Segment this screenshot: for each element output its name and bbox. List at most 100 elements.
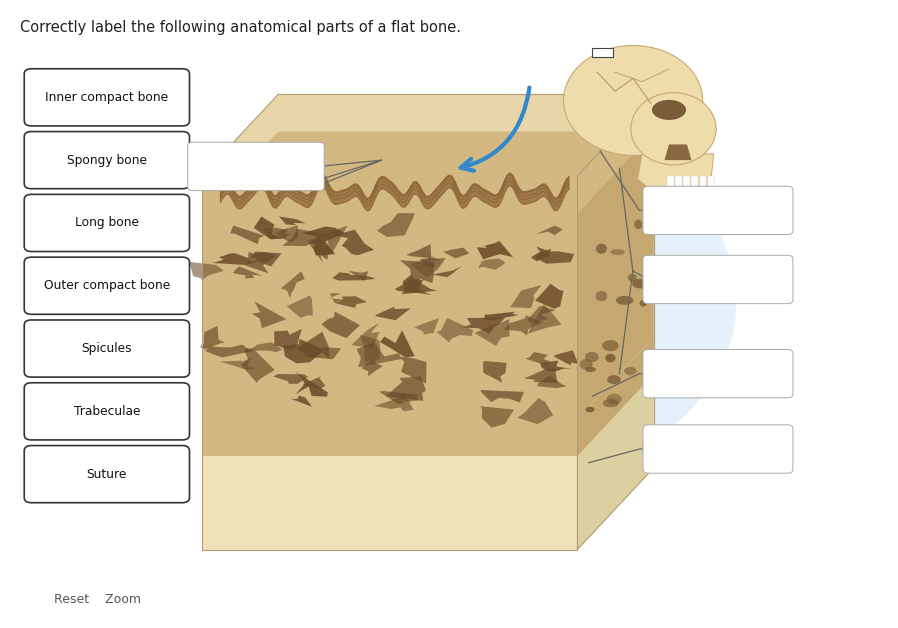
Polygon shape [483, 361, 506, 383]
Polygon shape [335, 230, 374, 255]
Ellipse shape [269, 119, 736, 484]
Text: Long bone: Long bone [75, 217, 139, 229]
Polygon shape [517, 398, 553, 424]
Polygon shape [291, 396, 313, 407]
Ellipse shape [603, 340, 619, 351]
Polygon shape [436, 318, 473, 342]
Bar [700, 176, 706, 187]
Ellipse shape [628, 274, 637, 281]
FancyBboxPatch shape [24, 446, 189, 502]
Polygon shape [480, 406, 514, 428]
Bar [675, 176, 682, 187]
Polygon shape [202, 176, 577, 214]
Polygon shape [380, 330, 415, 357]
Polygon shape [295, 372, 328, 397]
Ellipse shape [611, 249, 625, 255]
Polygon shape [279, 217, 306, 225]
Polygon shape [274, 328, 302, 351]
Polygon shape [321, 225, 348, 256]
Polygon shape [283, 339, 322, 364]
FancyBboxPatch shape [643, 186, 793, 234]
Circle shape [642, 206, 655, 215]
Polygon shape [281, 271, 304, 298]
Circle shape [313, 162, 325, 171]
Polygon shape [330, 293, 344, 303]
Ellipse shape [605, 354, 615, 362]
Polygon shape [554, 350, 579, 365]
Polygon shape [254, 217, 283, 239]
Polygon shape [375, 306, 410, 320]
FancyBboxPatch shape [592, 48, 613, 57]
Circle shape [642, 369, 655, 378]
Polygon shape [535, 225, 563, 235]
Polygon shape [377, 210, 415, 237]
Polygon shape [414, 318, 439, 335]
Polygon shape [296, 332, 330, 359]
Polygon shape [477, 241, 513, 259]
Polygon shape [263, 227, 290, 239]
FancyBboxPatch shape [24, 257, 189, 314]
Polygon shape [205, 345, 251, 357]
Polygon shape [202, 419, 577, 456]
Polygon shape [307, 239, 330, 263]
Ellipse shape [563, 45, 702, 156]
Polygon shape [531, 249, 551, 261]
Ellipse shape [639, 300, 647, 306]
FancyBboxPatch shape [643, 425, 793, 474]
Text: Outer compact bone: Outer compact bone [44, 279, 170, 292]
Polygon shape [528, 304, 561, 333]
Polygon shape [213, 253, 257, 265]
Polygon shape [577, 337, 654, 456]
Ellipse shape [624, 367, 637, 375]
Polygon shape [202, 94, 654, 176]
Polygon shape [524, 369, 558, 383]
Ellipse shape [634, 220, 642, 229]
Polygon shape [525, 352, 550, 365]
Polygon shape [665, 144, 691, 160]
Polygon shape [313, 241, 335, 256]
Ellipse shape [595, 291, 607, 301]
Polygon shape [432, 266, 462, 277]
Polygon shape [443, 247, 470, 258]
FancyBboxPatch shape [24, 382, 189, 440]
Polygon shape [244, 252, 277, 273]
Ellipse shape [596, 244, 607, 254]
Polygon shape [220, 358, 257, 370]
Bar [708, 176, 714, 187]
Ellipse shape [585, 367, 596, 372]
Ellipse shape [607, 375, 621, 384]
Polygon shape [386, 376, 426, 401]
Polygon shape [230, 225, 264, 244]
Polygon shape [251, 301, 286, 328]
Polygon shape [321, 311, 360, 338]
Polygon shape [202, 132, 654, 214]
FancyBboxPatch shape [188, 143, 324, 191]
Polygon shape [374, 394, 413, 411]
Polygon shape [400, 260, 435, 283]
Polygon shape [357, 342, 401, 367]
Polygon shape [348, 271, 368, 282]
Polygon shape [276, 225, 298, 242]
Ellipse shape [607, 394, 621, 404]
Polygon shape [202, 456, 577, 550]
Ellipse shape [652, 100, 686, 120]
FancyBboxPatch shape [24, 195, 189, 251]
Polygon shape [401, 274, 437, 294]
Polygon shape [189, 262, 224, 280]
Polygon shape [536, 246, 574, 264]
Ellipse shape [603, 399, 619, 408]
Polygon shape [484, 311, 519, 320]
Polygon shape [527, 306, 556, 323]
Polygon shape [541, 360, 571, 372]
FancyBboxPatch shape [643, 349, 793, 398]
FancyBboxPatch shape [24, 132, 189, 188]
Text: Spongy bone: Spongy bone [66, 154, 147, 166]
Ellipse shape [616, 296, 633, 305]
Polygon shape [510, 285, 541, 308]
Text: Trabeculae: Trabeculae [74, 405, 140, 418]
Polygon shape [399, 357, 427, 384]
Polygon shape [286, 296, 313, 318]
Polygon shape [379, 391, 418, 404]
Ellipse shape [585, 407, 594, 413]
Polygon shape [480, 390, 524, 403]
